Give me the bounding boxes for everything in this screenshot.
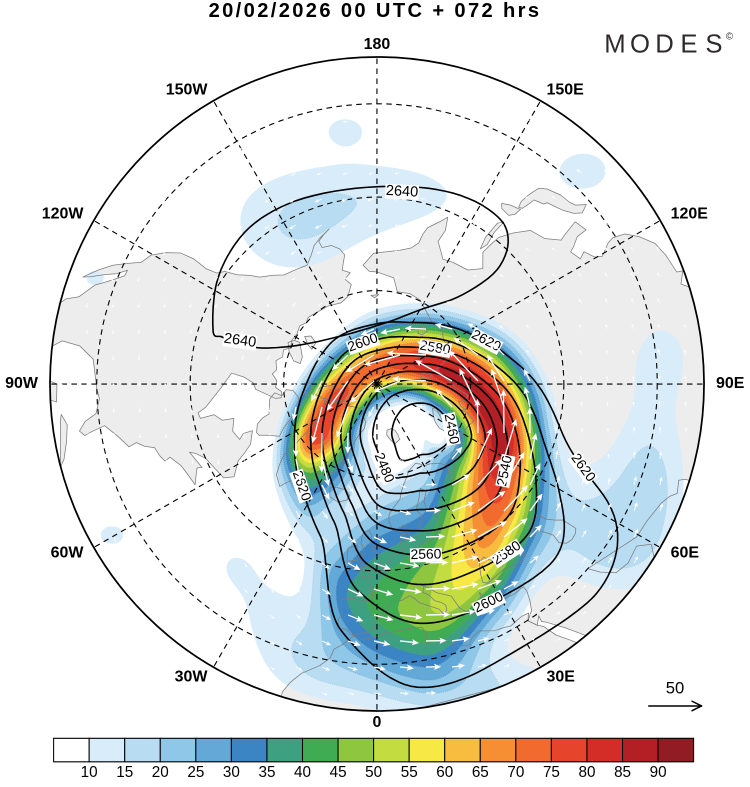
svg-text:90: 90 [650, 764, 667, 781]
svg-text:15: 15 [116, 764, 133, 781]
svg-text:60W: 60W [51, 545, 85, 562]
svg-text:S: S [705, 31, 722, 59]
svg-text:20/02/2026 00 UTC + 072 hrs: 20/02/2026 00 UTC + 072 hrs [209, 0, 542, 22]
svg-text:70: 70 [507, 764, 524, 781]
svg-text:50: 50 [365, 764, 382, 781]
svg-text:120W: 120W [42, 206, 85, 223]
svg-text:30W: 30W [175, 669, 209, 686]
svg-text:O: O [630, 31, 650, 59]
svg-text:30: 30 [223, 764, 240, 781]
svg-text:40: 40 [294, 764, 311, 781]
svg-text:©: © [726, 32, 734, 43]
svg-text:65: 65 [472, 764, 489, 781]
svg-text:60E: 60E [671, 545, 700, 562]
svg-text:45: 45 [330, 764, 347, 781]
svg-text:55: 55 [401, 764, 418, 781]
svg-text:85: 85 [614, 764, 631, 781]
svg-text:E: E [680, 31, 697, 59]
svg-text:2460: 2460 [442, 412, 464, 446]
svg-text:120E: 120E [671, 206, 709, 223]
svg-text:90W: 90W [5, 375, 39, 392]
svg-text:D: D [655, 31, 674, 59]
svg-text:2640: 2640 [223, 331, 257, 351]
svg-text:150W: 150W [166, 82, 209, 99]
svg-text:M: M [604, 31, 625, 59]
svg-text:10: 10 [81, 764, 98, 781]
svg-text:90E: 90E [716, 375, 745, 392]
svg-text:2560: 2560 [410, 545, 441, 562]
svg-text:150E: 150E [547, 82, 585, 99]
svg-text:0: 0 [373, 714, 382, 731]
svg-text:20: 20 [152, 764, 169, 781]
svg-text:180: 180 [364, 36, 391, 53]
svg-text:2640: 2640 [385, 183, 418, 201]
svg-text:30E: 30E [547, 669, 576, 686]
svg-text:50: 50 [666, 678, 685, 697]
svg-text:60: 60 [436, 764, 453, 781]
svg-text:75: 75 [543, 764, 560, 781]
svg-text:80: 80 [579, 764, 596, 781]
svg-text:35: 35 [258, 764, 275, 781]
svg-text:25: 25 [187, 764, 204, 781]
